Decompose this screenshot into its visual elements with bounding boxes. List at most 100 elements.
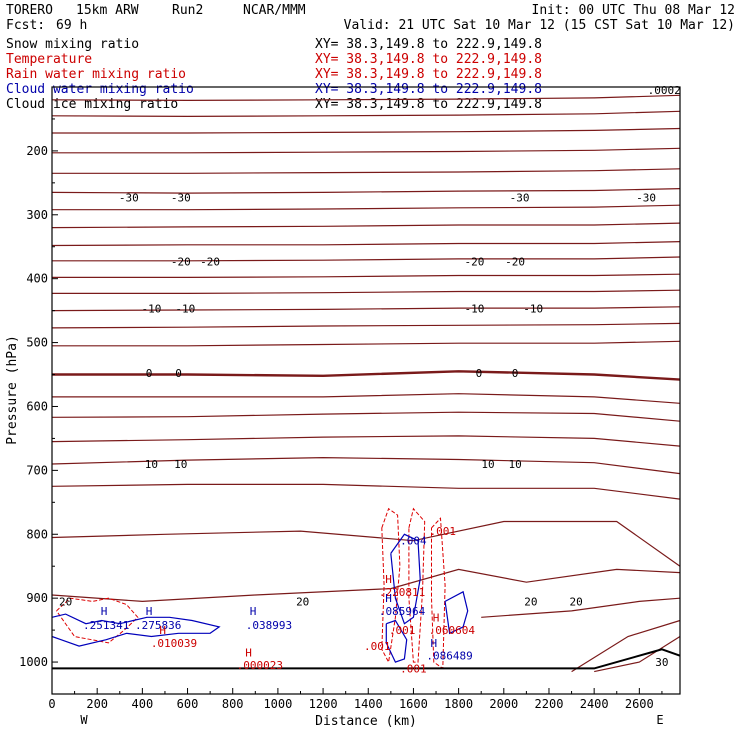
value-label: .038993 (246, 619, 292, 632)
isotherm-label: -30 (636, 192, 656, 205)
isotherm-21 (51, 520, 681, 567)
y-tick-label: 600 (26, 400, 48, 414)
legend-rain-name: Rain water mixing ratio (6, 67, 186, 82)
x-tick-label: 1600 (399, 697, 428, 711)
high-marker: H (250, 605, 257, 618)
value-label: .010039 (151, 637, 197, 650)
isotherm-label: -10 (464, 303, 484, 316)
isotherm-11 (52, 289, 681, 294)
forecast-hour: 69 h (56, 18, 87, 33)
value-label: .001 (400, 662, 427, 675)
run-label: Run2 (172, 3, 203, 18)
value-label: .004 (400, 535, 427, 548)
high-marker: H (146, 605, 153, 618)
isotherm-label: 10 (145, 458, 158, 471)
isotherm-14 (52, 340, 681, 347)
high-marker: H (101, 605, 108, 618)
cloud-water-contours (51, 533, 469, 663)
isotherm-8 (51, 241, 681, 247)
high-marker: H (245, 647, 252, 660)
isotherm-label: 10 (174, 458, 187, 471)
x-tick-label: 1800 (444, 697, 473, 711)
value-label: .0002 (648, 84, 681, 97)
y-tick-label: 700 (26, 463, 48, 477)
isotherm-25 (594, 635, 681, 673)
x-tick-label: 1000 (263, 697, 292, 711)
west-label: W (80, 713, 88, 727)
legend-cloudwater-name: Cloud water mixing ratio (6, 82, 194, 97)
isotherm-24 (571, 619, 681, 673)
y-tick-label: 800 (26, 527, 48, 541)
isotherm-label: -10 (523, 303, 543, 316)
high-marker: H (430, 637, 437, 650)
isotherm-23 (481, 597, 681, 618)
isotherm-label: -30 (171, 192, 191, 205)
y-tick-label: 1000 (19, 655, 48, 669)
model-resolution: 15km ARW (76, 3, 139, 18)
x-axis-label: Distance (km) (315, 714, 417, 729)
cloud-contour-3 (385, 619, 408, 663)
legend: Snow mixing ratio XY= 38.3,149.8 to 222.… (6, 37, 542, 112)
x-tick-label: 400 (132, 697, 154, 711)
x-tick-label: 0 (48, 697, 55, 711)
isotherm-label: -20 (464, 255, 484, 268)
x-tick-label: 1200 (309, 697, 338, 711)
cloud-contour-2 (444, 590, 469, 635)
x-tick-label: 2600 (625, 697, 654, 711)
isotherm-13 (51, 322, 681, 329)
isotherm-9 (52, 256, 681, 262)
legend-snow-xy: XY= 38.3,149.8 to 222.9,149.8 (315, 37, 542, 52)
isotherm-label: 20 (524, 595, 537, 608)
value-label: .000023 (237, 659, 283, 672)
isotherm-label: 0 (476, 367, 483, 380)
x-tick-label: 200 (86, 697, 108, 711)
rain-contour-1 (408, 507, 426, 663)
cloud-contour-1 (390, 533, 421, 625)
x-tick-label: 2000 (489, 697, 518, 711)
value-label: .001 (430, 525, 457, 538)
high-marker: H (385, 592, 392, 605)
isotherm-labels: -30 -30 -30 -30 -20 -20 -20 -20 -10 -10 -10 -10 0 0 0 0… (59, 192, 669, 670)
isotherm-label: 0 (512, 367, 519, 380)
isotherm-label: -10 (141, 303, 161, 316)
header: TORERO 15km ARW Run2 NCAR/MMM Init: 00 U… (6, 3, 735, 33)
init-time: Init: 00 UTC Thu 08 Mar 12 (532, 3, 736, 18)
isotherm-7 (51, 222, 681, 229)
x-tick-label: 800 (222, 697, 244, 711)
isotherm-label: -20 (171, 255, 191, 268)
value-label: .220811 (379, 586, 425, 599)
surface-line (52, 648, 681, 670)
y-tick-label: 900 (26, 591, 48, 605)
isotherm-label: -30 (119, 192, 139, 205)
isotherm-17 (51, 411, 681, 422)
isotherm-label: 20 (569, 595, 582, 608)
plot-frame (51, 86, 681, 695)
value-label: .086489 (426, 650, 472, 663)
y-tick-label: 500 (26, 336, 48, 350)
x-axis: 0 200 400 600 800 1000 1200 1400 1600 1800 2000 220… (48, 688, 663, 711)
isotherm-label: 0 (175, 367, 182, 380)
high-marker: H (159, 624, 166, 637)
legend-temperature-name: Temperature (6, 52, 92, 67)
terrain-surface (52, 648, 681, 670)
x-tick-label: 600 (177, 697, 199, 711)
isotherm-15 (52, 370, 681, 381)
forecast-label: Fcst: (6, 18, 45, 33)
isotherm-12 (51, 306, 681, 312)
isotherm-19 (51, 456, 681, 475)
isotherm-label: -20 (505, 255, 525, 268)
temperature-isotherms (51, 94, 681, 673)
x-tick-label: 2400 (580, 697, 609, 711)
value-label: .275836 (135, 619, 181, 632)
isotherm-6 (52, 204, 681, 211)
isotherm-22 (51, 568, 681, 603)
high-marker: H (433, 611, 440, 624)
value-label: .060604 (429, 624, 476, 637)
isotherm-16 (52, 393, 681, 404)
legend-snow-name: Snow mixing ratio (6, 37, 139, 52)
legend-cloudice-xy: XY= 38.3,149.8 to 222.9,149.8 (315, 97, 542, 112)
y-tick-label: 400 (26, 272, 48, 286)
rain-contour-0 (381, 507, 401, 664)
rain-contour-3 (56, 597, 139, 644)
model-name: TORERO (6, 3, 53, 18)
